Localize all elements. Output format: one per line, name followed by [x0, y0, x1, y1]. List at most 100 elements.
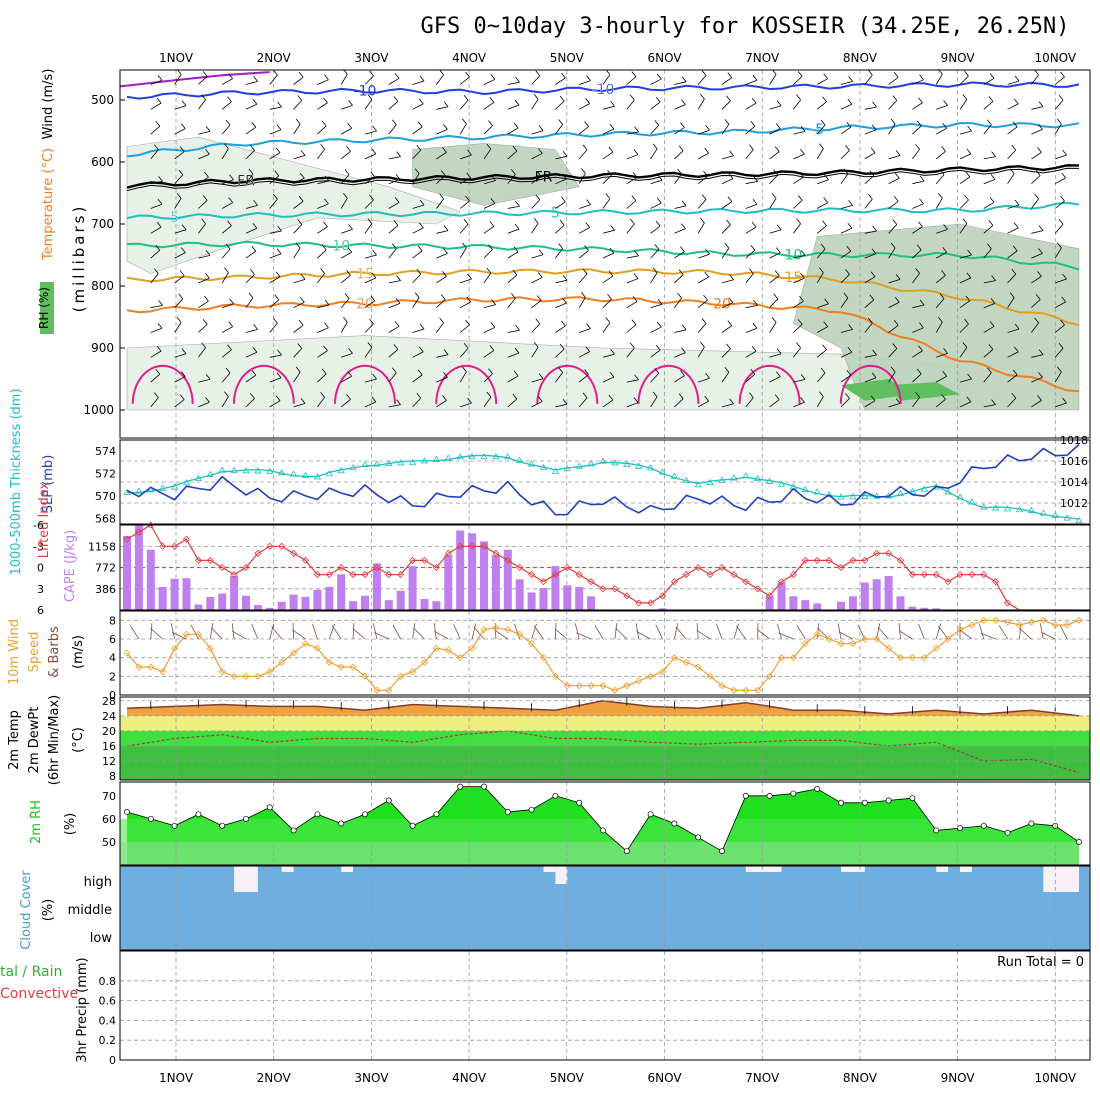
wind-barb — [816, 248, 826, 259]
wind-barb-10m — [935, 623, 941, 640]
wind-barb — [1054, 76, 1065, 85]
wind-barb — [650, 396, 658, 408]
day-label-bottom: 8NOV — [843, 1071, 878, 1085]
wind-barb — [650, 125, 660, 135]
wind-barb-flag — [179, 270, 185, 276]
wind-barb — [745, 397, 754, 408]
wind-barb-flag — [652, 267, 658, 274]
wind-barb-10m — [170, 623, 175, 640]
li-marker — [349, 571, 357, 579]
wind-barb-flag — [678, 269, 684, 275]
wind-barb-10m — [958, 629, 973, 640]
wind-barb-flag — [656, 197, 662, 204]
wind-speed-marker — [575, 682, 583, 690]
isotherm-25-loop — [232, 364, 295, 404]
wind-barb — [340, 198, 348, 209]
wind-barb — [650, 225, 661, 234]
rh-tick-label: 50 — [102, 836, 116, 849]
thickness-marker — [718, 476, 726, 483]
thickness-marker — [646, 464, 655, 471]
thickness-marker — [123, 488, 131, 496]
li-marker — [563, 563, 571, 572]
wind-barb — [150, 203, 163, 209]
wind-barb-flag — [561, 320, 566, 327]
wind-barb — [864, 129, 877, 135]
wind-barb — [674, 205, 687, 209]
wind-barb — [1055, 154, 1067, 160]
wind-barb — [793, 324, 803, 333]
wind-barb-flag — [822, 220, 827, 226]
wind-barb-flag — [181, 224, 187, 231]
wind-speed-marker — [980, 616, 988, 624]
wind-barb — [483, 304, 496, 309]
wind-speed-marker — [278, 658, 286, 666]
wind-barb-flag — [533, 217, 539, 224]
wind-barb-flag — [253, 76, 258, 82]
wind-barb — [745, 79, 758, 85]
li-marker — [492, 549, 500, 557]
run-total-label: Run Total = 0 — [997, 955, 1084, 970]
wind-barb — [436, 74, 444, 85]
rh-marker — [290, 827, 297, 834]
wind-barb-flag — [586, 75, 591, 81]
wind-barb-flag — [705, 124, 710, 131]
isotherm-label: 10 — [332, 238, 350, 254]
wind-barb-flag — [919, 322, 924, 329]
wind-barb-flag — [486, 391, 492, 398]
wind-barb — [221, 124, 231, 135]
rh-marker — [576, 799, 583, 806]
wind-barb — [745, 149, 754, 160]
wind-barb — [293, 301, 305, 309]
wind-barb-flag — [967, 373, 972, 380]
wind-barb-flag — [846, 245, 852, 252]
wind-barb — [459, 99, 469, 110]
wind-barb-flag — [394, 73, 400, 79]
wind-barb-flag — [724, 119, 730, 125]
thickness-marker — [242, 467, 250, 474]
day-label-top: 6NOV — [647, 51, 682, 65]
wind-barb — [269, 377, 282, 383]
wind-barb-flag — [608, 146, 614, 153]
temp-tick-label: 8 — [109, 770, 116, 783]
cloud-cover-label: Cloud Cover — [19, 870, 34, 950]
wind-barb — [769, 74, 777, 85]
wind-barb-flag — [323, 221, 328, 228]
wind-barb-flag — [418, 222, 424, 229]
cape-bar — [408, 566, 417, 610]
wind-barb — [198, 99, 206, 110]
wind-barb-flag — [586, 323, 591, 329]
wind-barb — [579, 227, 590, 234]
li-marker — [575, 571, 583, 579]
rh-shading-core — [888, 382, 960, 401]
wind-barb-flag — [705, 248, 710, 255]
thickness-marker — [575, 462, 583, 469]
wind-barb — [817, 202, 828, 209]
wind-speed-marker — [1004, 618, 1012, 626]
li-marker — [611, 585, 619, 593]
wind-barb-10m — [778, 632, 794, 640]
wind-barb — [745, 350, 757, 358]
wind-barb — [436, 230, 449, 234]
wind-barb-flag — [845, 145, 850, 151]
wind-barb — [269, 74, 278, 85]
wind-barb — [888, 247, 896, 259]
wind-barb — [412, 374, 423, 383]
wind-barb — [531, 153, 543, 160]
rh-shading-core — [841, 379, 913, 401]
wind-barb-flag — [608, 394, 614, 401]
wind-barb-flag — [1058, 342, 1064, 349]
wind-barb — [721, 178, 734, 185]
rh-marker — [861, 799, 868, 806]
wind-barb — [626, 255, 639, 259]
wind-barb — [579, 103, 590, 110]
wind-barb — [459, 347, 469, 358]
li-marker — [420, 556, 429, 564]
isotherm-25-loop — [131, 364, 194, 404]
wind-barb-flag — [871, 124, 877, 131]
wind-barb-10m — [231, 630, 247, 640]
rh2m-frame — [119, 781, 1091, 866]
wind-barb — [959, 130, 972, 135]
cape-bar — [456, 530, 465, 610]
wind-barb — [317, 102, 328, 110]
wind-barb — [936, 375, 947, 383]
